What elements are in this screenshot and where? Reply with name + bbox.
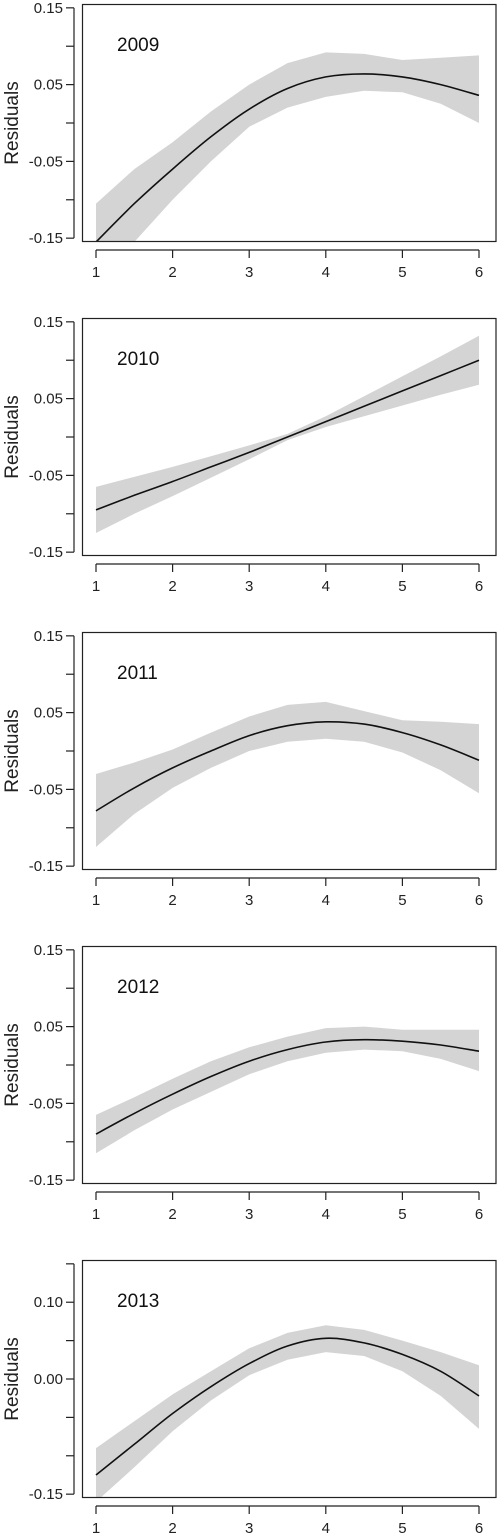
- plot-frame: [81, 317, 497, 557]
- panel-year-label: 2009: [117, 35, 159, 56]
- y-tick-label: 0.00: [34, 1371, 63, 1388]
- x-tick-label: 5: [398, 1206, 406, 1223]
- x-tick-label: 6: [475, 264, 483, 281]
- y-axis-title: Residuals: [2, 81, 23, 164]
- fit-line: [95, 720, 480, 812]
- x-tick-label: 4: [322, 1206, 330, 1223]
- x-tick-label: 1: [92, 578, 100, 595]
- y-tick-label: -0.05: [29, 153, 63, 170]
- x-tick-label: 1: [92, 892, 100, 909]
- x-tick-label: 4: [322, 264, 330, 281]
- y-tick-label: 0.05: [34, 705, 63, 722]
- fit-line: [95, 1038, 480, 1135]
- x-tick-label: 3: [245, 892, 253, 909]
- x-tick-label: 5: [398, 578, 406, 595]
- confidence-band: [96, 52, 479, 242]
- x-tick-label: 6: [475, 1520, 483, 1533]
- panel-2009: 1 2 3 4 5 6 -0.15 -0.05 0.05 0.15 Residuals 2009: [2, 0, 497, 281]
- y-tick-label: 0.15: [34, 314, 63, 331]
- x-tick-label: 6: [475, 578, 483, 595]
- x-tick-label: 5: [398, 264, 406, 281]
- panel-year-label: 2010: [117, 349, 159, 370]
- y-tick-label: -0.15: [29, 858, 63, 875]
- y-axis-title: Residuals: [2, 395, 23, 478]
- y-tick-label: 0.05: [34, 77, 63, 94]
- fit-line: [95, 1337, 480, 1476]
- x-tick-label: 6: [475, 1206, 483, 1223]
- x-tick-label: 4: [322, 892, 330, 909]
- x-tick-label: 2: [168, 578, 176, 595]
- confidence-band: [96, 1325, 479, 1498]
- panel-year-label: 2012: [117, 977, 159, 998]
- plot-frame: [81, 1259, 497, 1499]
- x-tick-label: 3: [245, 264, 253, 281]
- confidence-band: [96, 335, 479, 533]
- x-tick-label: 2: [168, 264, 176, 281]
- plot-frame: [81, 945, 497, 1185]
- panel-2010: 1 2 3 4 5 6 -0.15 -0.05 0.05 0.15 Residuals 2010: [2, 314, 497, 595]
- y-tick-label: 0.15: [34, 628, 63, 645]
- x-tick-label: 3: [245, 578, 253, 595]
- plot-frame: [81, 631, 497, 871]
- y-axis-title: Residuals: [2, 709, 23, 792]
- x-tick-label: 5: [398, 1520, 406, 1533]
- y-tick-label: -0.15: [29, 544, 63, 561]
- y-tick-label: 0.15: [34, 942, 63, 959]
- y-tick-label: -0.15: [29, 1172, 63, 1189]
- panel-year-label: 2011: [117, 663, 158, 684]
- confidence-band: [96, 701, 479, 847]
- x-tick-label: 4: [322, 1520, 330, 1533]
- y-tick-label: -0.05: [29, 1095, 63, 1112]
- y-tick-label: -0.15: [29, 230, 63, 247]
- y-axis-title: Residuals: [2, 1337, 23, 1420]
- x-tick-label: 1: [92, 1206, 100, 1223]
- y-tick-label: 0.15: [34, 0, 63, 17]
- panel-2011: 1 2 3 4 5 6 -0.15 -0.05 0.05 0.15 Residuals 2011: [2, 628, 497, 909]
- x-tick-label: 2: [168, 1520, 176, 1533]
- fit-line: [95, 73, 480, 242]
- y-tick-label: 0.05: [34, 391, 63, 408]
- y-tick-label: -0.05: [29, 467, 63, 484]
- x-tick-label: 3: [245, 1206, 253, 1223]
- x-tick-label: 3: [245, 1520, 253, 1533]
- x-tick-label: 4: [322, 578, 330, 595]
- y-tick-label: -0.05: [29, 781, 63, 798]
- x-tick-label: 2: [168, 892, 176, 909]
- plot-frame: [81, 3, 497, 243]
- x-tick-label: 2: [168, 1206, 176, 1223]
- y-tick-label: -0.15: [29, 1486, 63, 1503]
- y-axis-title: Residuals: [2, 1023, 23, 1106]
- x-tick-label: 1: [92, 1520, 100, 1533]
- x-tick-label: 5: [398, 892, 406, 909]
- panel-2012: 1 2 3 4 5 6 -0.15 -0.05 0.05 0.15 Residuals 2012: [2, 942, 497, 1223]
- fit-line: [95, 359, 480, 511]
- y-tick-label: 0.05: [34, 1019, 63, 1036]
- confidence-band: [96, 1026, 479, 1154]
- panel-year-label: 2013: [117, 1291, 159, 1312]
- x-tick-label: 6: [475, 892, 483, 909]
- y-tick-label: 0.10: [34, 1294, 63, 1311]
- x-tick-label: 1: [92, 264, 100, 281]
